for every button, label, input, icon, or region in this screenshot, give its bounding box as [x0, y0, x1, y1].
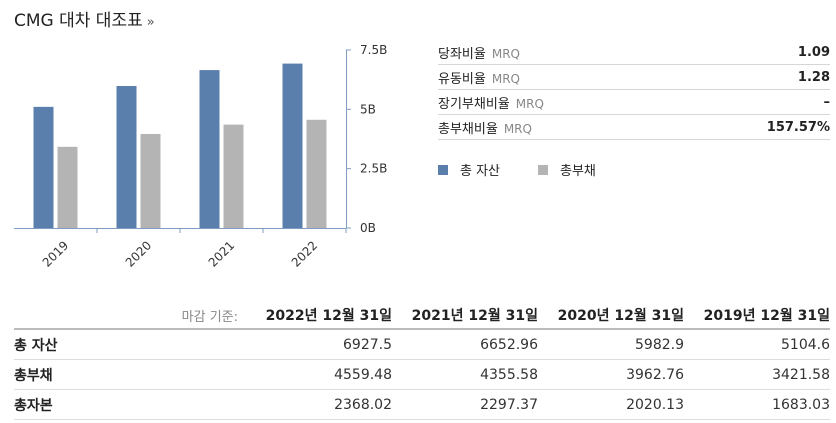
- bar-total-assets-2021: [199, 70, 220, 228]
- balance-sheet-table: 마감 기준: 2022년 12월 31일 2021년 12월 31일 2020년…: [14, 302, 830, 420]
- x-tick-label: 2022: [289, 238, 320, 269]
- basis-label: 마감 기준:: [181, 309, 238, 325]
- chart-legend: 총 자산 총부채: [438, 160, 596, 179]
- ratio-value: 1.28: [797, 69, 830, 85]
- ratio-label: 유동비율: [438, 71, 486, 87]
- ratio-value: 1.09: [797, 44, 830, 60]
- title-text: CMG 대차 대조표: [14, 11, 143, 31]
- table-row: 총 자산 6927.5 6652.96 5982.9 5104.6: [14, 330, 830, 360]
- ratio-unit: MRQ: [491, 71, 520, 86]
- x-tick-label: 2020: [123, 238, 154, 269]
- legend-item-total-liabilities: 총부채: [538, 160, 596, 179]
- legend-swatch: [438, 164, 448, 175]
- ratio-row: 유동비율 MRQ 1.28: [438, 65, 830, 90]
- table-cell: 2020.13: [626, 396, 684, 413]
- table-header: 마감 기준: 2022년 12월 31일 2021년 12월 31일 2020년…: [14, 302, 830, 330]
- table-cell: 1683.03: [772, 396, 830, 413]
- table-cell: 5104.6: [781, 336, 830, 353]
- table-cell: 3421.58: [772, 366, 830, 383]
- ratio-row: 총부채비율 MRQ 157.57%: [438, 115, 830, 140]
- bar-total-liabilities-2020: [140, 133, 161, 228]
- y-tick-label: 0B: [360, 221, 376, 235]
- row-label: 총 자산: [14, 337, 58, 354]
- ratio-label: 총부채비율: [438, 121, 498, 137]
- table-row: 총부채 4559.48 4355.58 3962.76 3421.58: [14, 360, 830, 390]
- ratio-unit: MRQ: [491, 46, 520, 61]
- table-cell: 6927.5: [343, 336, 392, 353]
- y-tick-label: 7.5B: [360, 43, 387, 57]
- ratio-list: 당좌비율 MRQ 1.09 유동비율 MRQ 1.28 장기부채비율 MRQ – 총부…: [438, 40, 830, 140]
- page-title: CMG 대차 대조표»: [14, 6, 155, 31]
- bar-total-assets-2022: [282, 63, 303, 228]
- ratio-unit: MRQ: [515, 96, 544, 111]
- legend-label: 총부채: [560, 164, 596, 179]
- table-cell: 2368.02: [334, 396, 392, 413]
- balance-sheet-chart: 0B 2.5B 5B 7.5B 2019 2020 2021 2022: [14, 43, 387, 270]
- column-header: 2019년 12월 31일: [703, 308, 830, 324]
- column-header: 2021년 12월 31일: [411, 308, 538, 324]
- table-cell: 5982.9: [635, 336, 684, 353]
- row-label: 총자본: [14, 397, 53, 414]
- bar-total-liabilities-2019: [57, 146, 78, 228]
- table-cell: 2297.37: [480, 396, 538, 413]
- ratio-value: 157.57%: [766, 119, 830, 135]
- column-header: 2020년 12월 31일: [557, 308, 684, 324]
- x-tick-label: 2021: [206, 238, 237, 269]
- ratio-label: 당좌비율: [438, 46, 486, 62]
- ratio-label: 장기부채비율: [438, 96, 510, 112]
- ratio-value: –: [823, 94, 831, 110]
- y-tick-label: 5B: [360, 102, 376, 116]
- table-cell: 4355.58: [480, 366, 538, 383]
- ratio-row: 당좌비율 MRQ 1.09: [438, 40, 830, 65]
- table-cell: 6652.96: [480, 336, 538, 353]
- row-label: 총부채: [14, 367, 53, 384]
- bar-total-liabilities-2021: [223, 124, 244, 228]
- table-row: 총자본 2368.02 2297.37 2020.13 1683.03: [14, 390, 830, 420]
- more-link[interactable]: »: [146, 15, 155, 30]
- table-cell: 4559.48: [334, 366, 392, 383]
- table-cell: 3962.76: [626, 366, 684, 383]
- bar-total-assets-2020: [116, 86, 137, 228]
- column-header: 2022년 12월 31일: [265, 308, 392, 324]
- ratio-unit: MRQ: [503, 121, 532, 136]
- legend-label: 총 자산: [460, 164, 501, 179]
- ratio-row: 장기부채비율 MRQ –: [438, 90, 830, 115]
- y-tick-label: 2.5B: [360, 162, 387, 176]
- legend-swatch: [538, 164, 549, 175]
- legend-item-total-assets: 총 자산: [438, 160, 500, 179]
- bar-total-liabilities-2022: [306, 119, 327, 228]
- bar-total-assets-2019: [33, 106, 54, 228]
- x-tick-label: 2019: [40, 238, 71, 269]
